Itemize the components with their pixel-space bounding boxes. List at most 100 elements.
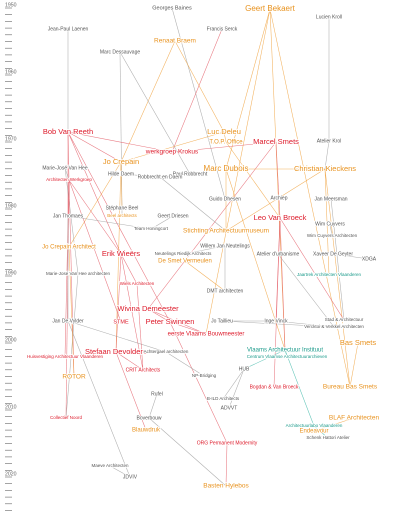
- year-label: 1950: [5, 3, 17, 9]
- relation-link: [169, 321, 207, 335]
- relation-link: [64, 167, 70, 181]
- node-maes: Maeve Architecten: [91, 463, 129, 468]
- year-label: 1960: [5, 70, 17, 76]
- year-label: 1990: [5, 271, 17, 277]
- relation-link: [324, 168, 330, 276]
- node-wiels: Erik Wieërs: [102, 249, 141, 258]
- relation-link: [221, 320, 335, 328]
- node-thomaes: Jan Thomaes: [53, 213, 84, 219]
- node-bogdan: Bogdan & Van Broeck: [250, 384, 299, 390]
- relation-link: [115, 351, 147, 431]
- node-broeck: Leo Van Broeck: [254, 213, 307, 222]
- node-beelarch: Beel architects: [107, 213, 137, 218]
- relation-link: [120, 253, 138, 285]
- relation-link: [120, 131, 225, 163]
- relation-link: [64, 167, 79, 275]
- node-neutelings: Willem Jan Neutelings: [200, 243, 250, 249]
- node-dhesen: Guido Dhesen: [209, 196, 241, 202]
- node-advvt: ADVVT: [221, 405, 238, 411]
- node-ciaa: Centrum Vlaamse Architectuurarchieven: [247, 354, 328, 359]
- node-crit: CRIT Architects: [126, 367, 161, 373]
- relation-link: [67, 131, 122, 255]
- node-rd: Robbrecht en Daem: [138, 174, 183, 180]
- node-wiels_arch: Wiels Architecten: [120, 281, 155, 286]
- node-archiep: Archiep: [271, 195, 288, 201]
- node-hub: HUB: [239, 366, 250, 372]
- node-bbs: Bureau Bas Smets: [323, 384, 378, 391]
- node-stme: STME: [113, 319, 129, 325]
- node-meersman: Jan Meersman: [314, 196, 347, 202]
- year-label: 1970: [5, 137, 17, 143]
- year-label: 2000: [5, 338, 17, 344]
- node-crepain_arch: Jo Crepain Architect: [42, 245, 96, 251]
- relation-link: [147, 308, 171, 323]
- node-nriedijk: Neutelings Riedijk Architects: [155, 251, 213, 256]
- relation-link: [313, 417, 355, 432]
- node-vermeulen: De Smet Vermeulen: [158, 259, 212, 265]
- relation-link: [279, 217, 345, 321]
- node-baines: Georges Baines: [152, 5, 192, 11]
- relation-link: [205, 8, 271, 335]
- relation-link: [171, 141, 277, 153]
- relation-link: [68, 246, 75, 378]
- node-devroe: eerste Vlaams Bouwmeester: [168, 332, 245, 338]
- node-dubois: Marc Dubois: [204, 164, 249, 173]
- relation-link: [109, 465, 131, 478]
- node-demeester: Wivina Demeester: [117, 304, 179, 313]
- relation-link: [279, 217, 286, 351]
- relation-link: [275, 320, 335, 328]
- relation-link: [68, 179, 75, 378]
- relation-link: [67, 131, 171, 323]
- node-driesen: Geert Driesen: [157, 213, 188, 219]
- node-smets_b: Bas Smets: [340, 338, 377, 347]
- relation-link: [67, 215, 152, 230]
- relation-link: [119, 51, 191, 175]
- relation-link: [64, 179, 70, 358]
- relation-link: [147, 308, 207, 335]
- node-cuyvers_arch: Wim Cuyvers Architecten: [307, 233, 358, 238]
- node-vinck: Inge Vinck: [264, 318, 288, 324]
- node-krol: Atelier Krol: [317, 138, 341, 144]
- relation-link: [120, 161, 123, 209]
- node-beel: Stéphane Beel: [106, 205, 139, 211]
- relation-link: [68, 179, 122, 323]
- relation-link: [184, 260, 226, 292]
- diagram-nodes: Georges Baines Geert Bekaert Jean-Paul Lae…: [26, 3, 380, 490]
- node-awg: Architecten Werkgroep: [46, 177, 92, 182]
- node-orgp: ORG Permanent Modernity: [197, 440, 258, 446]
- relation-link: [136, 283, 144, 371]
- relation-link: [150, 215, 174, 230]
- relation-link: [225, 442, 228, 487]
- node-deleu: Luc Deleu: [207, 127, 241, 136]
- relation-link: [284, 349, 315, 427]
- relation-link: [332, 253, 370, 260]
- relation-link: [222, 368, 245, 400]
- node-top: T.O.P. Office: [209, 140, 243, 146]
- relation-link: [148, 417, 227, 487]
- node-braem: Renaat Braem: [154, 38, 196, 45]
- relation-link: [228, 368, 245, 409]
- node-endeavour: Endeavour: [299, 429, 328, 435]
- timeline-axis: 1950 1960 1970 1980 1990 2000 2010 2020: [5, 3, 17, 511]
- node-achtergael: Achtergael architecten: [144, 349, 189, 354]
- relation-link: [115, 253, 122, 353]
- node-hee: Marie-José Van Hee: [42, 165, 87, 171]
- relation-link: [349, 342, 359, 388]
- node-vylder: Jan De Vylder: [52, 318, 84, 324]
- node-np: NP-Bridging: [192, 373, 217, 378]
- relation-link: [171, 7, 226, 200]
- relation-link: [68, 161, 122, 248]
- relation-link: [169, 321, 228, 444]
- relation-link: [120, 40, 176, 163]
- relation-link: [330, 198, 345, 321]
- node-xdga: XDGA: [362, 256, 377, 262]
- node-reeth: Bob Van Reeth: [43, 127, 93, 136]
- relation-link: [165, 351, 205, 377]
- node-geyter: Xaveer De Geyter: [313, 251, 353, 257]
- relation-link: [65, 273, 79, 419]
- year-label: 2020: [5, 472, 17, 478]
- relation-link: [269, 8, 286, 351]
- relation-link: [225, 168, 326, 232]
- relation-link: [174, 40, 225, 133]
- relation-link: [171, 28, 223, 153]
